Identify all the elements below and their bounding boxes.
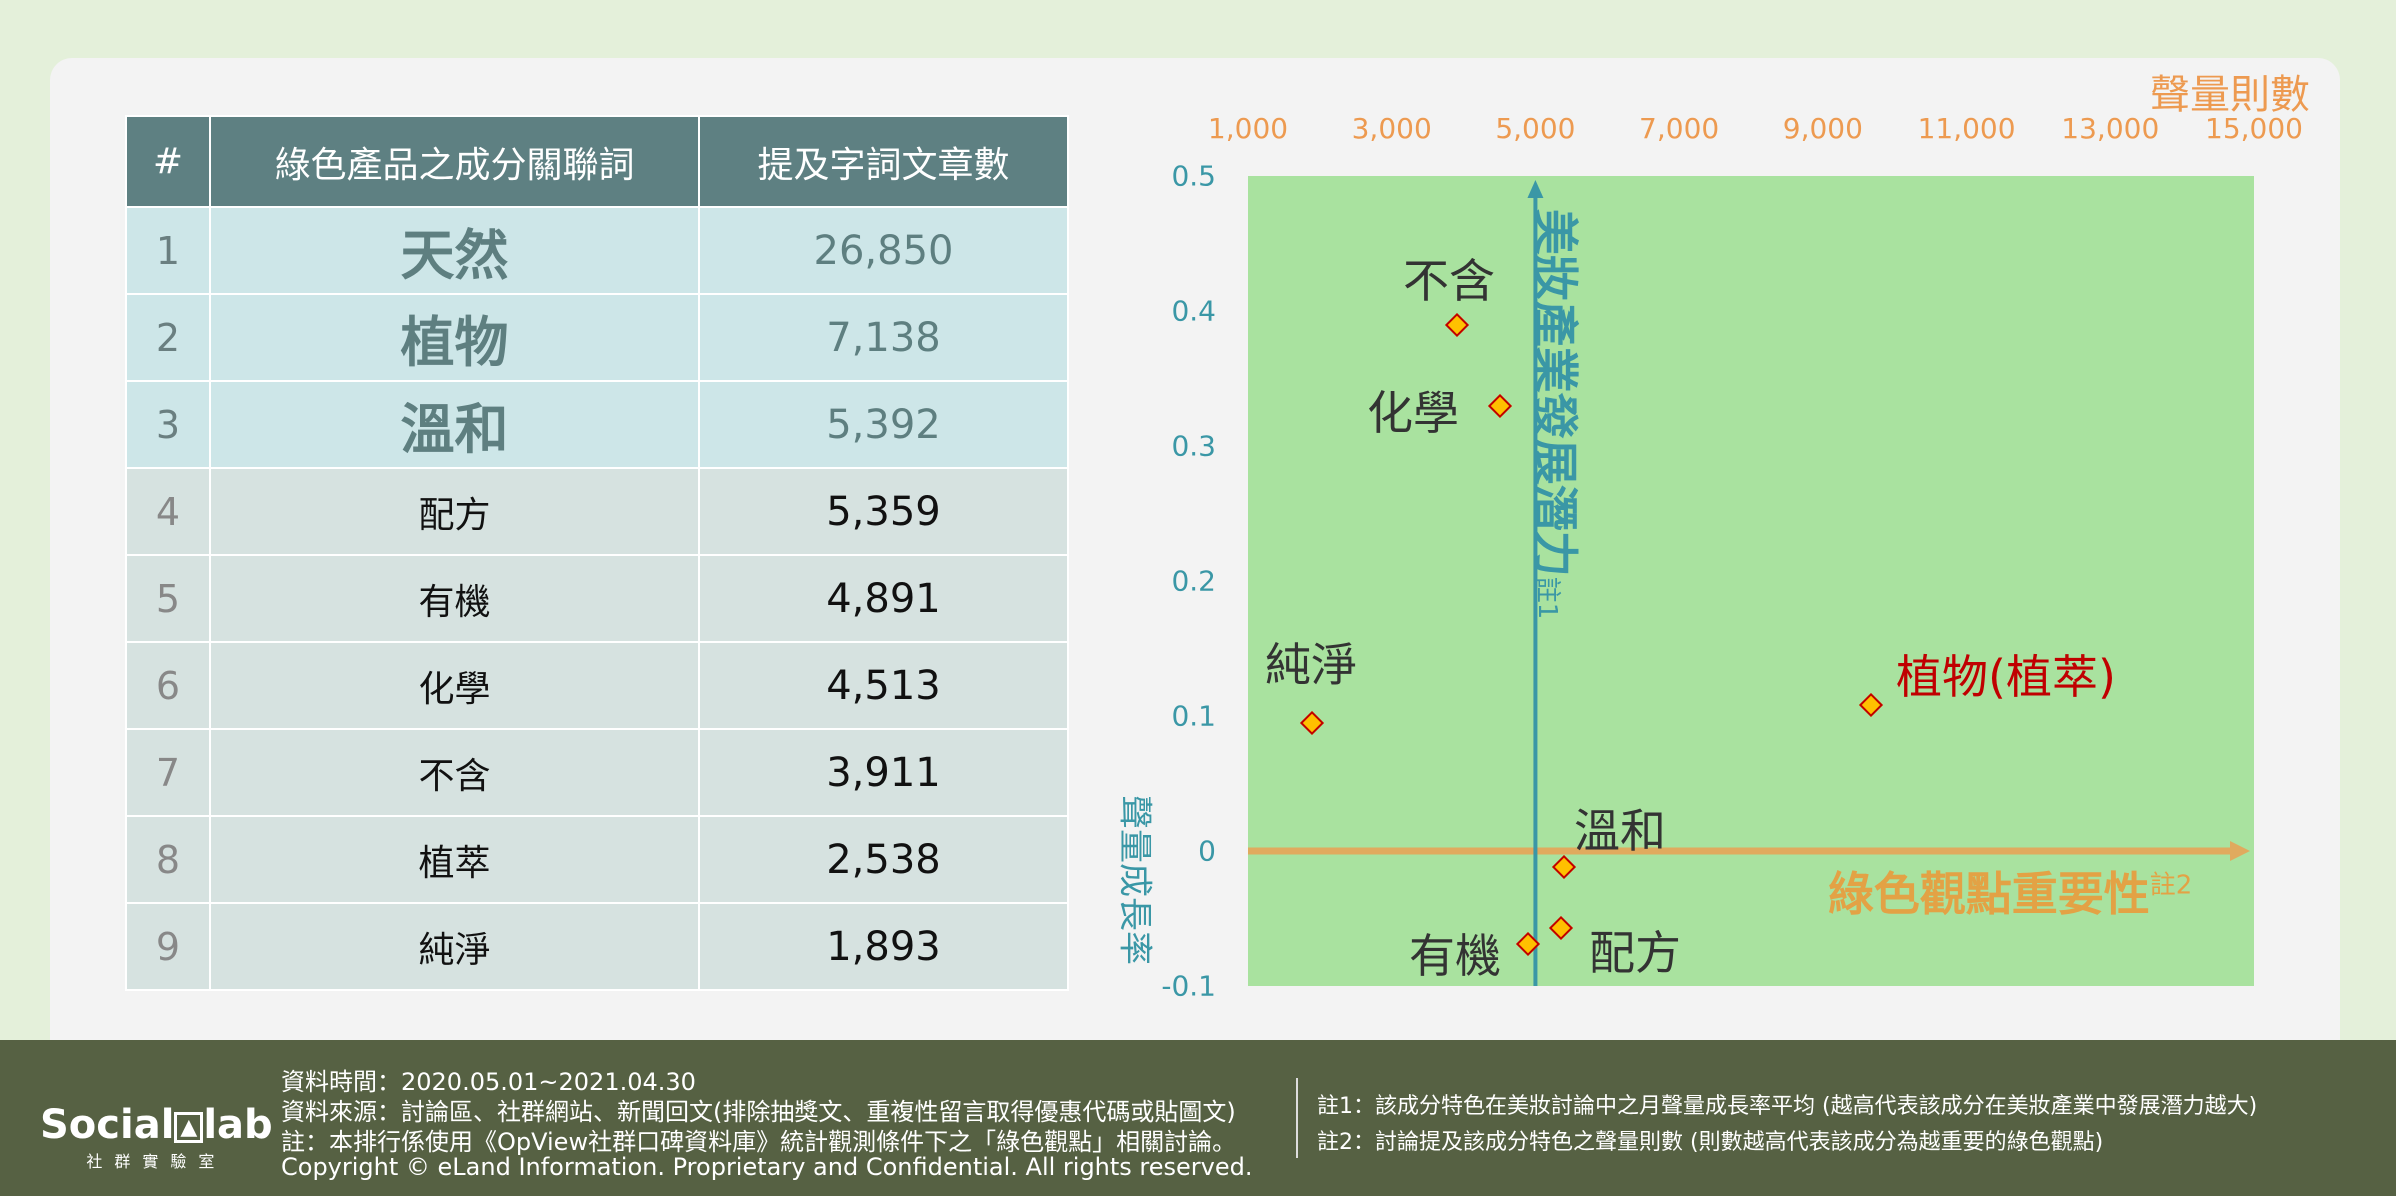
table-row: 7 不含 3,911 xyxy=(125,728,1069,817)
x-tick-label: 9,000 xyxy=(1782,112,1863,145)
y-tick-label: 0.2 xyxy=(1171,564,1216,598)
x-axis-title: 綠色觀點重要性註2 xyxy=(1828,858,2193,924)
header-rank: # xyxy=(125,115,211,208)
y-tick-label: 0.3 xyxy=(1171,429,1216,463)
term-cell: 不含 xyxy=(209,728,700,817)
y-axis-note: 註1 xyxy=(1532,576,1562,620)
count-cell: 5,359 xyxy=(698,467,1069,556)
count-cell: 1,893 xyxy=(698,902,1069,991)
rank-cell: 7 xyxy=(125,728,211,817)
table-row: 1 天然 26,850 xyxy=(125,206,1069,295)
x-axis-arrow xyxy=(2230,841,2250,861)
table-row: 6 化學 4,513 xyxy=(125,641,1069,730)
rank-cell: 4 xyxy=(125,467,211,556)
x-title: 聲量則數 xyxy=(2150,72,2310,118)
data-label: 不含 xyxy=(1403,254,1495,308)
rank-cell: 1 xyxy=(125,206,211,295)
footer: Social ▲ lab 社群實驗室 資料時間：2020.05.01~2021.04.… xyxy=(0,1040,2396,1196)
table-row: 5 有機 4,891 xyxy=(125,554,1069,643)
x-tick-label: 3,000 xyxy=(1351,112,1432,145)
count-cell: 4,513 xyxy=(698,641,1069,730)
y-axis-title-text: 美妝產業發展潛力 xyxy=(1528,208,1582,577)
y-tick-label: 0.1 xyxy=(1171,699,1216,733)
data-label: 純淨 xyxy=(1265,638,1357,692)
count-cell: 26,850 xyxy=(698,206,1069,295)
rank-cell: 6 xyxy=(125,641,211,730)
x-axis-note: 註2 xyxy=(2149,870,2193,901)
copyright: Copyright © eLand Information. Proprieta… xyxy=(281,1153,1253,1181)
rank-cell: 2 xyxy=(125,293,211,382)
note-1: 註1：該成分特色在美妝討論中之月聲量成長率平均 (越高代表該成分在美妝產業中發展… xyxy=(1317,1094,2258,1119)
table-row: 4 配方 5,359 xyxy=(125,467,1069,556)
count-cell: 4,891 xyxy=(698,554,1069,643)
y-title: 聲量成長率 xyxy=(1114,795,1155,965)
rank-cell: 5 xyxy=(125,554,211,643)
x-tick-label: 7,000 xyxy=(1639,112,1720,145)
y-tick-label: -0.1 xyxy=(1161,969,1216,1003)
term-cell: 天然 xyxy=(209,206,700,295)
sociallab-logo: Social ▲ lab 社群實驗室 xyxy=(40,1102,273,1171)
data-label: 植物(植萃) xyxy=(1896,650,2116,704)
data-label: 化學 xyxy=(1367,386,1459,440)
data-label: 有機 xyxy=(1409,929,1501,983)
data-period: 資料時間：2020.05.01~2021.04.30 xyxy=(281,1068,696,1096)
x-tick-label: 11,000 xyxy=(1917,112,2016,145)
x-axis-title-text: 綠色觀點重要性 xyxy=(1827,867,2150,921)
term-cell: 植萃 xyxy=(209,815,700,904)
rank-cell: 9 xyxy=(125,902,211,991)
header-count: 提及字詞文章數 xyxy=(698,115,1069,208)
data-label: 溫和 xyxy=(1574,804,1666,858)
count-cell: 2,538 xyxy=(698,815,1069,904)
ranking-table: # 綠色產品之成分關聯詞 提及字詞文章數 1 天然 26,850 2 植物 7,138 3 溫… xyxy=(125,115,1069,991)
y-axis-arrow xyxy=(1527,180,1544,198)
term-cell: 配方 xyxy=(209,467,700,556)
term-cell: 化學 xyxy=(209,641,700,730)
count-cell: 7,138 xyxy=(698,293,1069,382)
data-label: 配方 xyxy=(1589,926,1681,980)
x-tick-label: 13,000 xyxy=(2061,112,2160,145)
term-cell: 植物 xyxy=(209,293,700,382)
y-axis-title: 美妝產業發展潛力註1 xyxy=(1525,209,1591,620)
count-cell: 5,392 xyxy=(698,380,1069,469)
y-tick-label: 0 xyxy=(1198,834,1216,868)
term-cell: 溫和 xyxy=(209,380,700,469)
header-term: 綠色產品之成分關聯詞 xyxy=(209,115,700,208)
x-tick-label: 1,000 xyxy=(1207,112,1289,145)
term-cell: 有機 xyxy=(209,554,700,643)
table-row: 3 溫和 5,392 xyxy=(125,380,1069,469)
rank-cell: 3 xyxy=(125,380,211,469)
term-cell: 純淨 xyxy=(209,902,700,991)
footer-divider xyxy=(1296,1078,1298,1158)
data-source: 資料來源：討論區、社群網站、新聞回文(排除抽獎文、重複性留言取得優惠代碼或貼圖文… xyxy=(281,1098,1236,1126)
table-row: 8 植萃 2,538 xyxy=(125,815,1069,904)
x-tick-label: 5,000 xyxy=(1495,112,1576,145)
x-tick-label: 15,000 xyxy=(2205,112,2303,145)
y-tick-label: 0.5 xyxy=(1171,159,1216,193)
y-tick-label: 0.4 xyxy=(1171,294,1216,328)
count-cell: 3,911 xyxy=(698,728,1069,817)
note-2: 註2：討論提及該成分特色之聲量則數 (則數越高代表該成分為越重要的綠色觀點) xyxy=(1317,1130,2104,1155)
data-note: 註：本排行係使用《OpView社群口碑資料庫》統計觀測條件下之「綠色觀點」相關討… xyxy=(281,1128,1237,1156)
table-row: 2 植物 7,138 xyxy=(125,293,1069,382)
table-row: 9 純淨 1,893 xyxy=(125,902,1069,991)
rank-cell: 8 xyxy=(125,815,211,904)
